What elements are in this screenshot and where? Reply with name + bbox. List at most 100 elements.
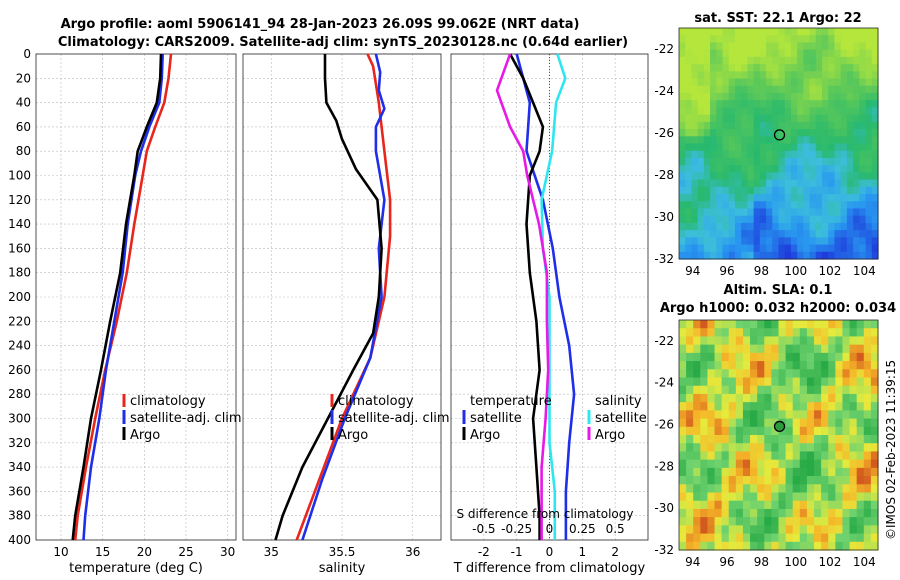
map-cell [806,467,815,477]
map-cell [840,150,848,159]
map-cell [707,344,716,354]
map-cell [778,157,786,166]
map-cell [809,172,817,181]
map-cell [700,492,709,502]
map-cell [707,393,716,403]
map-cell [772,143,780,152]
map-cell [703,121,711,130]
map-cell [835,393,844,403]
map-cell [742,451,751,461]
map-cell [757,385,765,395]
map-cell [747,215,755,224]
map-cell [778,28,786,36]
map-cell [693,517,701,526]
map-cell [822,237,829,246]
map-cell [785,476,794,485]
map-cell [722,222,730,231]
map-cell [734,244,742,253]
map-cell [757,467,765,477]
map-cell [734,172,742,181]
map-cell [846,100,854,109]
map-cell [834,35,842,44]
map-cell [714,402,723,411]
map-cell [728,121,736,130]
map-cell [734,56,742,65]
map-cell [742,467,751,477]
map-cell [815,28,823,36]
map-cell [863,459,872,469]
map-cell [714,492,723,502]
map-cell [828,385,836,395]
map-cell [815,92,823,101]
map-cell [846,143,854,152]
map-cell [764,484,772,494]
map-cell [815,179,823,188]
map-cell [849,393,858,403]
map-cell [785,525,794,535]
series-line-temperature-argo [508,53,545,540]
map-cell [735,352,744,362]
map-cell [815,64,823,72]
map-cell [865,222,873,231]
map-cell [792,320,801,329]
map-cell [856,402,865,411]
map-cell [849,352,858,362]
map-cell [840,230,848,238]
map-cell [785,467,794,477]
map-cell [697,143,705,152]
map-cell [707,402,716,411]
map-cell [772,157,780,166]
map-cell [828,49,836,58]
map-cell [865,150,873,159]
map-cell [803,49,811,58]
map-cell [871,100,879,109]
map-cell [870,393,879,403]
s-diff-tick-label: 0.25 [569,522,596,536]
map-cell [766,208,773,217]
map-cell [803,143,811,152]
map-cell [835,320,844,329]
map-cell [871,172,879,181]
map-cell [778,186,786,195]
map-cell [871,237,879,246]
map-cell [764,344,772,354]
map-cell [814,443,822,453]
map-cell [790,194,798,202]
x-tick-label: 15 [95,545,110,559]
map-cell [834,251,842,260]
map-cell [697,56,705,65]
map-cell [750,492,758,502]
map-cell [686,435,694,444]
map-cell [734,100,742,109]
map-cell [784,49,792,58]
map-cell [679,215,686,224]
map-cell [759,172,767,181]
map-cell [716,150,724,159]
map-cell [778,194,786,202]
map-cell [828,157,836,166]
map-cell [865,186,873,195]
map-cell [714,328,723,338]
map-cell [721,344,730,354]
map-cell [856,443,865,453]
map-cell [784,165,792,173]
map-cell [853,230,860,238]
map-cell [735,492,744,502]
map-cell [778,114,786,123]
map-cell [840,215,848,224]
map-cell [828,435,836,444]
map-cell [703,35,711,44]
temperature-legend: climatology satellite-adj. clim Argo [122,394,242,443]
map-cell [806,541,815,551]
map-x-tick-label: 104 [853,555,876,569]
map-cell [846,92,854,101]
map-cell [799,541,808,551]
map-cell [863,336,872,346]
map-cell [871,56,879,65]
map-cell [771,377,780,387]
map-cell [870,459,879,469]
map-cell [750,525,758,535]
map-cell [697,85,705,94]
map-cell [797,237,804,246]
map-cell [846,157,854,166]
